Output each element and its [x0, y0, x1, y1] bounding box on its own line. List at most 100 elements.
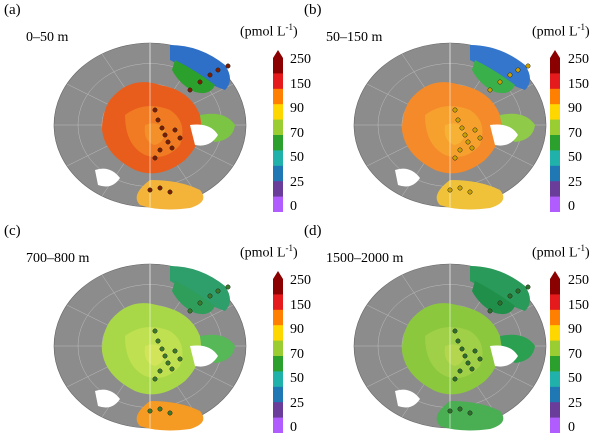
station-dot: [197, 79, 203, 85]
colorbar-segment: [273, 356, 283, 372]
station-dot: [497, 300, 503, 306]
station-dot: [159, 346, 165, 352]
no-data-patch: [95, 389, 120, 408]
station-dot: [155, 117, 161, 123]
colorbar-tick-label: 70: [568, 125, 582, 141]
colorbar: [273, 271, 283, 433]
colorbar-segment: [550, 402, 560, 419]
station-dot: [447, 187, 453, 193]
station-dot: [487, 308, 493, 314]
station-dot: [225, 63, 231, 69]
station-dot: [507, 293, 513, 299]
colorbar-tick-label: 70: [290, 125, 304, 141]
colorbar-segment: [550, 386, 560, 403]
colorbar-tick-label: 150: [568, 297, 589, 313]
station-dot: [162, 353, 168, 359]
colorbar-tick-label: 150: [290, 297, 311, 313]
station-dot: [157, 147, 163, 153]
station-dot: [465, 139, 471, 145]
colorbar-tick-label: 70: [568, 346, 582, 362]
station-dot: [172, 127, 178, 133]
station-dot: [152, 107, 158, 113]
colorbar-segment: [273, 340, 283, 357]
station-dot: [165, 139, 171, 145]
panel-letter: (d): [304, 223, 322, 239]
colorbar-tick-label: 25: [568, 395, 582, 411]
no-data-patch: [395, 389, 420, 408]
station-dot: [525, 284, 531, 290]
station-dot: [172, 348, 178, 354]
station-dot: [497, 79, 503, 85]
station-dot: [207, 72, 213, 78]
station-dot: [187, 87, 193, 93]
colorbar-segment: [273, 371, 283, 388]
colorbar: [273, 50, 283, 212]
colorbar-tick-label: 50: [290, 371, 304, 386]
station-dot: [157, 406, 163, 412]
colorbar-segment: [273, 325, 283, 342]
station-dot: [515, 288, 521, 294]
station-dot: [457, 185, 463, 191]
colorbar-cap: [550, 50, 560, 58]
polar-map: [53, 42, 247, 210]
station-dot: [472, 348, 478, 354]
colorbar: [550, 271, 560, 433]
colorbar-segment: [550, 135, 560, 151]
depth-label: 1500–2000 m: [326, 251, 404, 266]
colorbar-segment: [273, 181, 283, 198]
colorbar-segment: [273, 119, 283, 136]
station-dot: [457, 368, 463, 374]
panel-letter: (c): [4, 223, 21, 239]
colorbar-segment: [550, 196, 560, 212]
no-data-patch: [190, 345, 218, 367]
colorbar-segment: [273, 294, 283, 311]
colorbar-segment: [273, 309, 283, 326]
colorbar-tick-label: 50: [568, 150, 582, 165]
colorbar-segment: [273, 88, 283, 105]
panel-b: (b) 50–150 m (pmol L-1) 250 150 90 70 50 25 0: [300, 0, 600, 220]
pacific-field: [170, 266, 230, 311]
panel-a: (a) 0–50 m (pmol L-1) 250 150 90 70 50 25 0: [0, 0, 311, 220]
depth-label: 50–150 m: [326, 30, 383, 45]
pacific-field: [470, 266, 530, 311]
panel-letter: (a): [4, 2, 21, 18]
station-dot: [462, 353, 468, 359]
colorbar-ticks: 250 150 90 70 50 25 0: [290, 50, 330, 220]
colorbar-segment: [550, 325, 560, 342]
bering-field: [472, 60, 515, 94]
colorbar-ticks: 250 150 90 70 50 25 0: [568, 50, 600, 220]
colorbar-tick-label: 250: [568, 273, 589, 288]
bering-field: [472, 281, 515, 315]
station-dot: [459, 346, 465, 352]
station-dot: [225, 284, 231, 290]
panel-letter: (b): [304, 2, 322, 18]
pacific-field: [170, 45, 230, 90]
unit-label: (pmol L-1): [532, 243, 590, 261]
station-dot: [469, 366, 475, 372]
atlantic-field: [136, 180, 204, 210]
colorbar-tick-label: 25: [290, 395, 304, 411]
colorbar-tick-label: 0: [290, 199, 297, 214]
colorbar-segment: [273, 150, 283, 167]
colorbar-tick-label: 250: [290, 273, 311, 288]
station-dot: [455, 338, 461, 344]
colorbar-segment: [550, 340, 560, 357]
colorbar-segment: [273, 402, 283, 419]
station-dot: [457, 406, 463, 412]
colorbar-cap: [550, 271, 560, 279]
station-dot: [165, 360, 171, 366]
colorbar-tick-label: 150: [568, 76, 589, 92]
colorbar-tick-label: 50: [290, 150, 304, 165]
station-dot: [452, 107, 458, 113]
panel-c: (c) 700–800 m (pmol L-1) 250 150 90 70 50 25 0: [0, 221, 311, 441]
bering-field: [172, 60, 215, 94]
atlantic-field: [136, 401, 204, 431]
station-dot: [525, 63, 531, 69]
unit-label: (pmol L-1): [532, 22, 590, 40]
station-dot: [215, 288, 221, 294]
colorbar-segment: [550, 88, 560, 105]
colorbar-tick-label: 90: [290, 101, 304, 116]
bering-field: [172, 281, 215, 315]
colorbar-segment: [550, 356, 560, 372]
station-dot: [507, 72, 513, 78]
